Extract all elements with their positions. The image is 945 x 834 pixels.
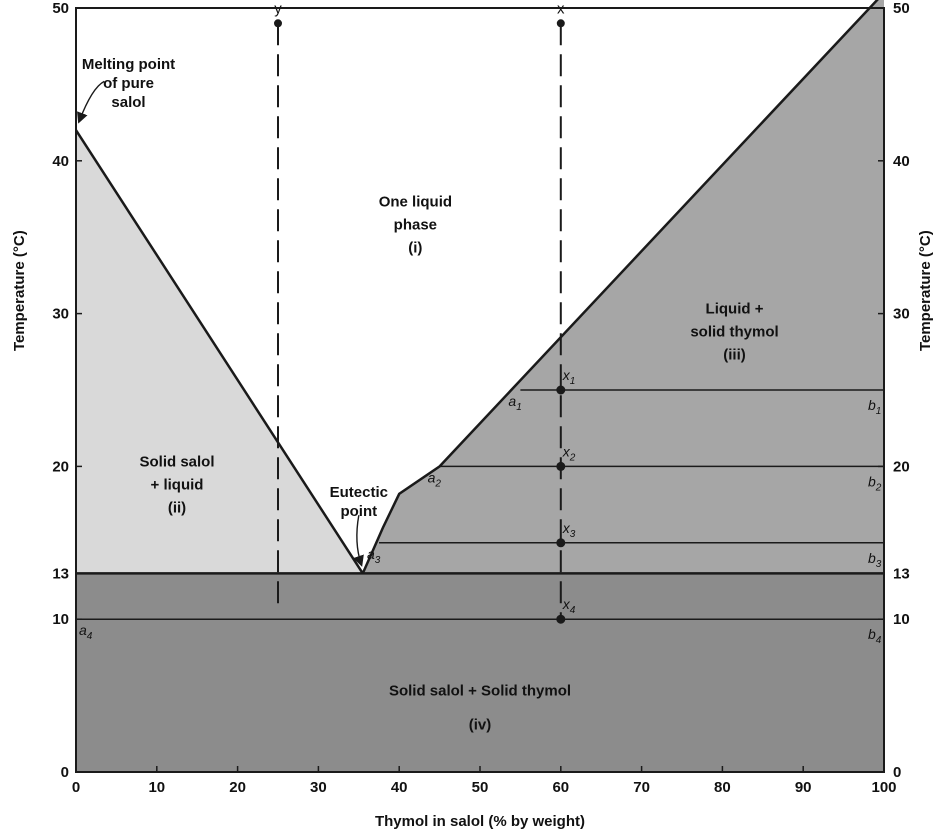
region-label: Liquid + solid thymol (iii) — [690, 301, 778, 364]
region-label: Solid salol + liquid (ii) — [139, 453, 214, 516]
liquidus-salol-line — [74, 129, 364, 575]
y-axis-label-left: Temperature (°C) — [11, 230, 28, 351]
lines-layer — [74, 0, 884, 624]
x-tick-label: 60 — [552, 779, 569, 796]
x-tick-label: 70 — [633, 779, 650, 796]
y-tick-label-left: 20 — [52, 458, 69, 475]
composition-point-x — [556, 19, 565, 28]
region-label: One liquid phase (i) — [379, 194, 452, 257]
y-tick-label-right: 50 — [893, 0, 910, 17]
liquidus-thymol-line — [361, 0, 879, 574]
region-liquid-solid-thymol — [362, 0, 884, 574]
y-tick-label-right: 40 — [893, 153, 910, 170]
annotation-label: Eutectic point — [330, 484, 388, 520]
y-tick-label-right: 30 — [893, 306, 910, 323]
x-tick-label: 100 — [871, 779, 896, 796]
x-tick-label: 0 — [72, 779, 80, 796]
y-tick-label-left: 0 — [61, 764, 69, 781]
x-tick-label: 30 — [310, 779, 327, 796]
y-tick-label-left: 13 — [52, 565, 69, 582]
state-point-x1 — [556, 385, 566, 395]
region-label: Solid salol + Solid thymol (iv) — [389, 683, 571, 734]
x-tick-label: 40 — [391, 779, 408, 796]
x-tick-label: 20 — [229, 779, 246, 796]
x-tick-label: 50 — [472, 779, 489, 796]
x-tick-label: 90 — [795, 779, 812, 796]
arrow-eutectic — [353, 515, 364, 567]
state-point-x3 — [556, 538, 566, 548]
y-tick-label-right: 0 — [893, 764, 901, 781]
arrow-melting-salol — [77, 80, 105, 124]
x-tick-label: 80 — [714, 779, 731, 796]
y-tick-label-right: 13 — [893, 565, 910, 582]
y-tick-label-left: 40 — [52, 153, 69, 170]
y-tick-label-right: 20 — [893, 458, 910, 475]
x-tick-label: 10 — [148, 779, 165, 796]
y-tick-label-left: 30 — [52, 306, 69, 323]
y-tick-label-left: 50 — [52, 0, 69, 17]
regions-layer — [76, 0, 884, 772]
state-point-x4 — [556, 614, 566, 624]
y-tick-label-left: 10 — [52, 611, 69, 628]
state-point-x2 — [556, 461, 566, 471]
y-axis-label-right: Temperature (°C) — [917, 230, 934, 351]
y-tick-label-right: 10 — [893, 611, 910, 628]
composition-point-y — [274, 19, 282, 28]
x-axis-label: Thymol in salol (% by weight) — [375, 813, 585, 830]
annotation-label: Melting point of pure salol — [82, 56, 175, 111]
region-solid-solid — [76, 573, 884, 772]
